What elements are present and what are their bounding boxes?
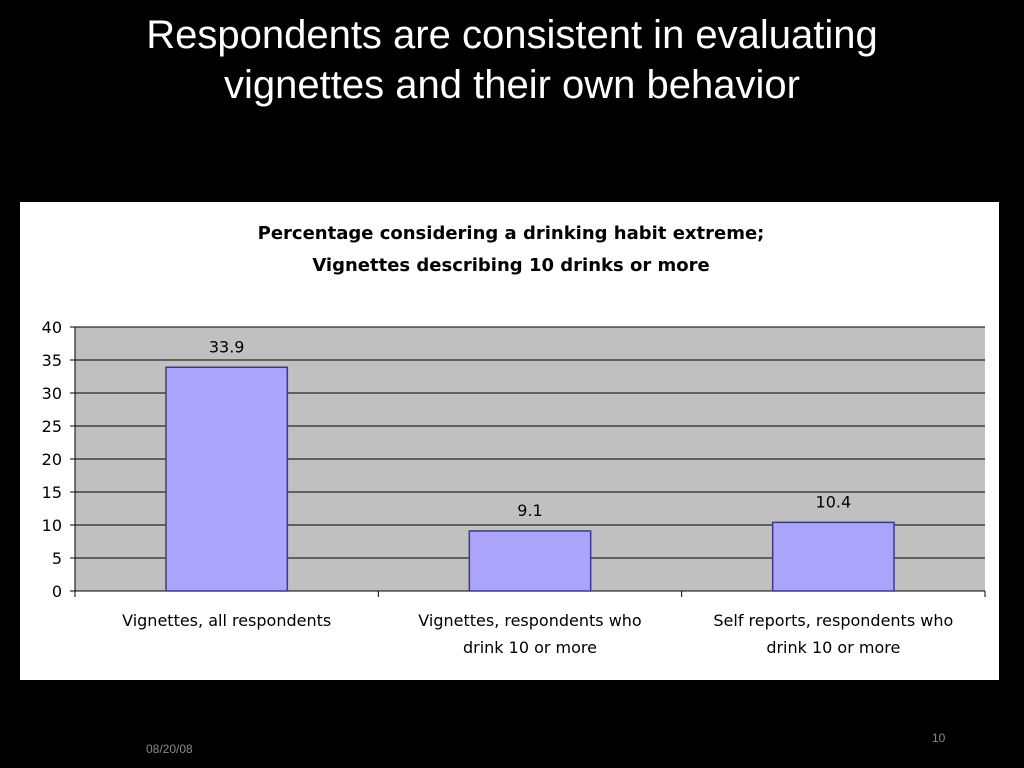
- slide-title: Respondents are consistent in evaluating…: [40, 10, 984, 110]
- x-category-label: Self reports, respondents who: [713, 611, 953, 630]
- chart-title-line-1: Percentage considering a drinking habit …: [258, 223, 765, 244]
- chart-title-line-2: Vignettes describing 10 drinks or more: [312, 255, 709, 276]
- y-tick-label: 20: [42, 450, 62, 469]
- footer-date: 08/20/08: [146, 742, 193, 756]
- y-tick-label: 15: [42, 483, 62, 502]
- x-category-label: Vignettes, respondents who: [418, 611, 641, 630]
- y-tick-label: 5: [52, 549, 62, 568]
- slide-title-line-2: vignettes and their own behavior: [224, 63, 800, 107]
- page-number: 10: [932, 731, 946, 745]
- bar: [468, 530, 592, 592]
- y-tick-label: 10: [42, 516, 62, 535]
- y-tick-label: 0: [52, 582, 62, 601]
- data-label: 9.1: [517, 501, 542, 520]
- slide-title-line-1: Respondents are consistent in evaluating: [146, 13, 878, 57]
- x-category-label: drink 10 or more: [766, 638, 900, 657]
- bar-chart: Percentage considering a drinking habit …: [42, 223, 986, 657]
- data-label: 33.9: [209, 337, 245, 356]
- bar: [771, 521, 895, 592]
- x-category-label: Vignettes, all respondents: [122, 611, 331, 630]
- data-label: 10.4: [816, 492, 852, 511]
- chart-panel: Percentage considering a drinking habit …: [20, 202, 999, 680]
- y-tick-label: 30: [42, 384, 62, 403]
- y-tick-label: 25: [42, 417, 62, 436]
- y-tick-label: 35: [42, 351, 62, 370]
- y-tick-label: 40: [42, 318, 62, 337]
- bar: [165, 366, 289, 592]
- x-category-label: drink 10 or more: [463, 638, 597, 657]
